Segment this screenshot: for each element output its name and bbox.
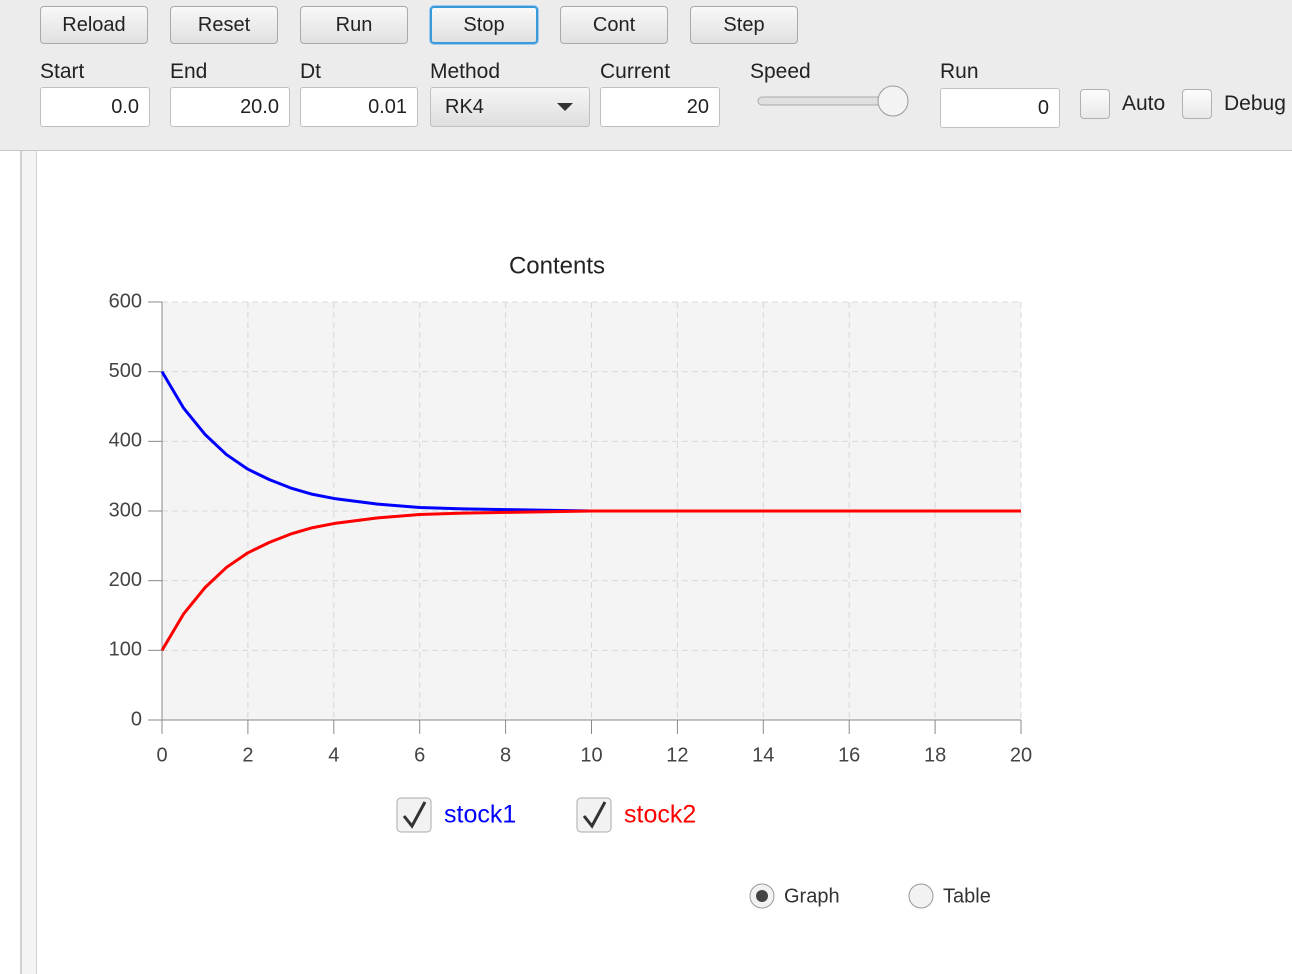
current-field[interactable]: 20	[600, 87, 720, 127]
debug-checkbox[interactable]	[1182, 89, 1212, 119]
chart-title: Contents	[509, 252, 605, 279]
dt-field[interactable]: 0.01	[300, 87, 418, 127]
current-label: Current	[600, 60, 671, 83]
x-tick-label: 18	[924, 744, 946, 766]
legend-check	[402, 801, 427, 829]
plot-area	[162, 302, 1021, 720]
series-line	[160, 370, 1021, 513]
radio-label: Table	[943, 885, 991, 907]
view-options: Graph Table	[749, 883, 991, 909]
start-label: Start	[40, 60, 85, 83]
y-tick-label: 400	[109, 430, 142, 452]
radio-dot	[756, 890, 768, 902]
method-value: RK4	[445, 95, 484, 118]
legend: stock1 stock2	[396, 797, 696, 833]
auto-label: Auto	[1122, 92, 1166, 115]
y-tick-label: 600	[109, 290, 142, 312]
x-tick-label: 20	[1010, 744, 1032, 766]
x-tick-label: 8	[500, 744, 511, 766]
side-strip	[0, 151, 37, 974]
combo-arrow	[557, 103, 573, 111]
grid	[161, 301, 1022, 721]
debug-label: Debug	[1224, 92, 1286, 115]
reset-button[interactable]: Reset	[170, 6, 278, 44]
method-combo[interactable]: RK4	[430, 87, 590, 127]
x-tick-label: 6	[414, 744, 425, 766]
y-tick-label: 0	[131, 708, 142, 730]
legend-check	[582, 801, 607, 829]
x-tick-label: 0	[156, 744, 167, 766]
dt-label: Dt	[300, 60, 321, 83]
y-tick-label: 100	[109, 639, 142, 661]
run-field[interactable]: 0	[940, 88, 1060, 128]
reload-button[interactable]: Reload	[40, 6, 148, 44]
y-tick-label: 500	[109, 360, 142, 382]
legend-checkbox[interactable]	[576, 797, 612, 833]
legend-label: stock2	[624, 801, 696, 829]
x-tick-label: 16	[838, 744, 860, 766]
step-button[interactable]: Step	[690, 6, 798, 44]
method-label: Method	[430, 60, 501, 83]
end-field[interactable]: 20.0	[170, 87, 290, 127]
x-tick-label: 14	[752, 744, 774, 766]
radio-label: Graph	[784, 885, 840, 907]
start-field[interactable]: 0.0	[40, 87, 150, 127]
radio-button[interactable]	[749, 883, 775, 909]
speed-slider[interactable]	[755, 84, 915, 120]
axes: 0 100 200 300 400 500 600 0 2 4 6 8 10 12 14 16 18 20	[109, 290, 1033, 766]
x-tick-label: 10	[580, 744, 602, 766]
cont-button[interactable]: Cont	[560, 6, 668, 44]
series-line	[160, 509, 1021, 652]
end-label: End	[170, 60, 208, 83]
speed-label: Speed	[750, 60, 811, 83]
x-tick-label: 12	[666, 744, 688, 766]
radio-button[interactable]	[908, 883, 934, 909]
run-label: Run	[940, 60, 979, 83]
auto-checkbox[interactable]	[1080, 89, 1110, 119]
y-tick-label: 300	[109, 499, 142, 521]
lines	[160, 370, 1021, 652]
stop-button[interactable]: Stop	[430, 6, 538, 44]
x-tick-label: 4	[328, 744, 339, 766]
run-button[interactable]: Run	[300, 6, 408, 44]
legend-checkbox[interactable]	[396, 797, 432, 833]
y-tick-label: 200	[109, 569, 142, 591]
x-tick-label: 2	[242, 744, 253, 766]
legend-label: stock1	[444, 801, 516, 829]
toolbar: Reload Reset Run Stop Cont Step Start 0.…	[0, 0, 1292, 151]
